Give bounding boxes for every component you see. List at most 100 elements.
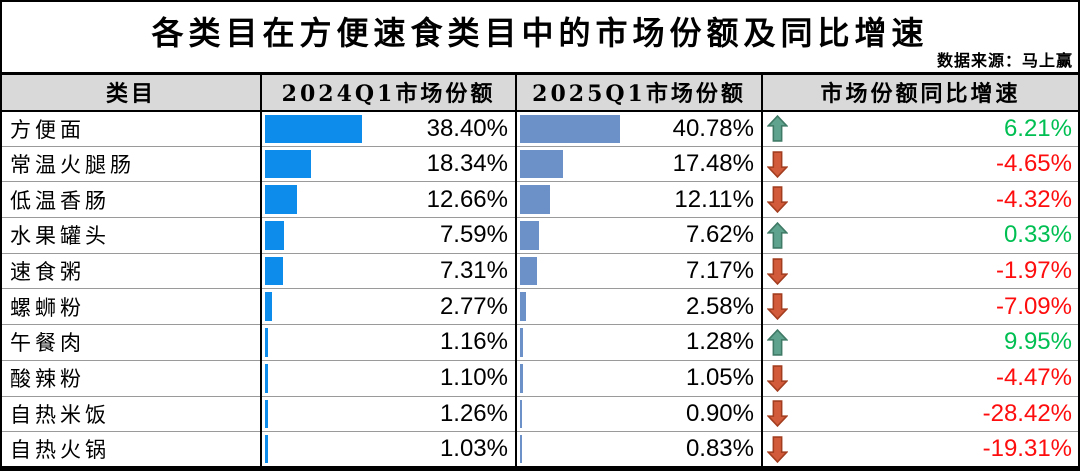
table-row: 常温火腿肠 18.34% 17.48% -4.65% xyxy=(2,145,1078,182)
yoy-growth-cell: -7.09% xyxy=(761,288,1078,325)
share-bar-2024 xyxy=(265,399,269,429)
trend-down-arrow-icon xyxy=(767,186,788,214)
yoy-wrap: 0.33% xyxy=(767,218,1072,253)
share-2025-value: 2.58% xyxy=(685,292,754,320)
share-bar-2024 xyxy=(265,328,268,357)
share-2025-value: 7.17% xyxy=(685,257,754,285)
share-bar-2025 xyxy=(520,435,523,463)
share-2025-value: 40.78% xyxy=(672,114,754,142)
share-2024-cell: 1.10% xyxy=(260,359,516,396)
category-cell: 常温火腿肠 xyxy=(2,145,261,182)
table-row: 方便面 38.40% 40.78% 6.21% xyxy=(2,110,1078,147)
category-cell: 螺蛳粉 xyxy=(2,288,261,325)
yoy-wrap: -7.09% xyxy=(767,289,1072,324)
share-2024-cell: 1.16% xyxy=(260,324,516,361)
trend-down-arrow-icon xyxy=(767,364,788,392)
yoy-growth-value: -4.47% xyxy=(995,364,1072,392)
table-row: 水果罐头 7.59% 7.62% 0.33% xyxy=(2,217,1078,254)
category-cell: 低温香肠 xyxy=(2,181,261,218)
share-2025-cell: 17.48% xyxy=(515,145,762,182)
category-cell: 午餐肉 xyxy=(2,324,261,361)
yoy-growth-value: -7.09% xyxy=(995,292,1072,320)
yoy-growth-cell: -19.31% xyxy=(761,431,1078,469)
yoy-wrap: 9.95% xyxy=(767,325,1072,360)
share-2025-value: 17.48% xyxy=(672,150,754,178)
trend-down-arrow-icon xyxy=(767,400,788,428)
share-2024-value: 7.59% xyxy=(439,221,508,249)
category-cell: 方便面 xyxy=(2,110,261,147)
table-row: 自热火锅 1.03% 0.83% -19.31% xyxy=(2,431,1078,469)
share-bar-2025 xyxy=(520,292,527,322)
share-bar-2024 xyxy=(265,363,268,393)
share-bar-2024 xyxy=(265,185,298,215)
share-2024-value: 1.16% xyxy=(439,328,508,356)
yoy-growth-value: -4.32% xyxy=(995,185,1072,213)
table-row: 酸辣粉 1.10% 1.05% -4.47% xyxy=(2,359,1078,396)
trend-down-arrow-icon xyxy=(767,257,788,285)
share-2024-cell: 18.34% xyxy=(260,145,516,182)
category-cell: 自热火锅 xyxy=(2,431,261,469)
table-header: 类目 2024Q1市场份额 2025Q1市场份额 市场份额同比增速 xyxy=(2,72,1078,112)
column-header-category: 类目 xyxy=(2,72,261,112)
trend-up-arrow-icon xyxy=(767,328,788,356)
share-bar-2025 xyxy=(520,256,538,286)
share-2025-cell: 12.11% xyxy=(515,181,762,218)
table-row: 午餐肉 1.16% 1.28% 9.95% xyxy=(2,324,1078,361)
share-bar-2024 xyxy=(265,435,268,463)
share-2025-value: 0.90% xyxy=(685,399,754,427)
yoy-wrap: -19.31% xyxy=(767,432,1072,466)
yoy-growth-value: -19.31% xyxy=(982,435,1072,463)
share-2025-cell: 0.83% xyxy=(515,431,762,469)
share-2024-value: 38.40% xyxy=(426,114,508,142)
column-header-yoy-growth: 市场份额同比增速 xyxy=(761,72,1078,112)
yoy-growth-cell: 6.21% xyxy=(761,110,1078,147)
yoy-growth-value: 0.33% xyxy=(1003,221,1072,249)
yoy-growth-cell: -4.47% xyxy=(761,359,1078,396)
category-cell: 水果罐头 xyxy=(2,217,261,254)
share-bar-2025 xyxy=(520,363,523,393)
share-2024-cell: 2.77% xyxy=(260,288,516,325)
column-header-2025q1-share: 2025Q1市场份额 xyxy=(515,72,762,112)
yoy-wrap: -4.32% xyxy=(767,182,1072,217)
share-2024-value: 1.03% xyxy=(439,435,508,463)
page-title: 各类目在方便速食类目中的市场份额及同比增速 xyxy=(151,14,929,52)
category-cell: 速食粥 xyxy=(2,252,261,289)
table-row: 速食粥 7.31% 7.17% -1.97% xyxy=(2,252,1078,289)
yoy-wrap: 6.21% xyxy=(767,112,1072,146)
share-2025-value: 1.28% xyxy=(685,328,754,356)
yoy-growth-value: -4.65% xyxy=(995,150,1072,178)
share-bar-2024 xyxy=(265,292,272,322)
yoy-growth-value: -28.42% xyxy=(982,399,1072,427)
share-2025-cell: 7.17% xyxy=(515,252,762,289)
market-share-table: 类目 2024Q1市场份额 2025Q1市场份额 市场份额同比增速 方便面 38… xyxy=(2,72,1078,469)
share-2024-cell: 38.40% xyxy=(260,110,516,147)
yoy-wrap: -1.97% xyxy=(767,254,1072,289)
share-bar-2024 xyxy=(265,149,312,179)
share-2024-cell: 12.66% xyxy=(260,181,516,218)
share-2025-cell: 1.28% xyxy=(515,324,762,361)
table-row: 自热米饭 1.26% 0.90% -28.42% xyxy=(2,395,1078,432)
share-2024-value: 1.26% xyxy=(439,399,508,427)
share-2024-cell: 7.59% xyxy=(260,217,516,254)
share-2024-value: 18.34% xyxy=(426,150,508,178)
yoy-growth-cell: -4.32% xyxy=(761,181,1078,218)
share-2024-value: 2.77% xyxy=(439,292,508,320)
share-bar-2025 xyxy=(520,149,563,179)
share-2024-cell: 7.31% xyxy=(260,252,516,289)
share-bar-2025 xyxy=(520,221,539,250)
share-2024-cell: 1.03% xyxy=(260,431,516,469)
table-row: 低温香肠 12.66% 12.11% -4.32% xyxy=(2,181,1078,218)
yoy-growth-cell: -1.97% xyxy=(761,252,1078,289)
category-cell: 酸辣粉 xyxy=(2,359,261,396)
share-2025-cell: 1.05% xyxy=(515,359,762,396)
share-2025-cell: 2.58% xyxy=(515,288,762,325)
yoy-growth-cell: 9.95% xyxy=(761,324,1078,361)
title-block: 各类目在方便速食类目中的市场份额及同比增速 数据来源：马上赢 xyxy=(2,2,1078,72)
yoy-wrap: -4.47% xyxy=(767,361,1072,396)
share-2025-cell: 0.90% xyxy=(515,395,762,432)
yoy-growth-cell: 0.33% xyxy=(761,217,1078,254)
trend-up-arrow-icon xyxy=(767,221,788,249)
trend-down-arrow-icon xyxy=(767,293,788,321)
category-cell: 自热米饭 xyxy=(2,395,261,432)
